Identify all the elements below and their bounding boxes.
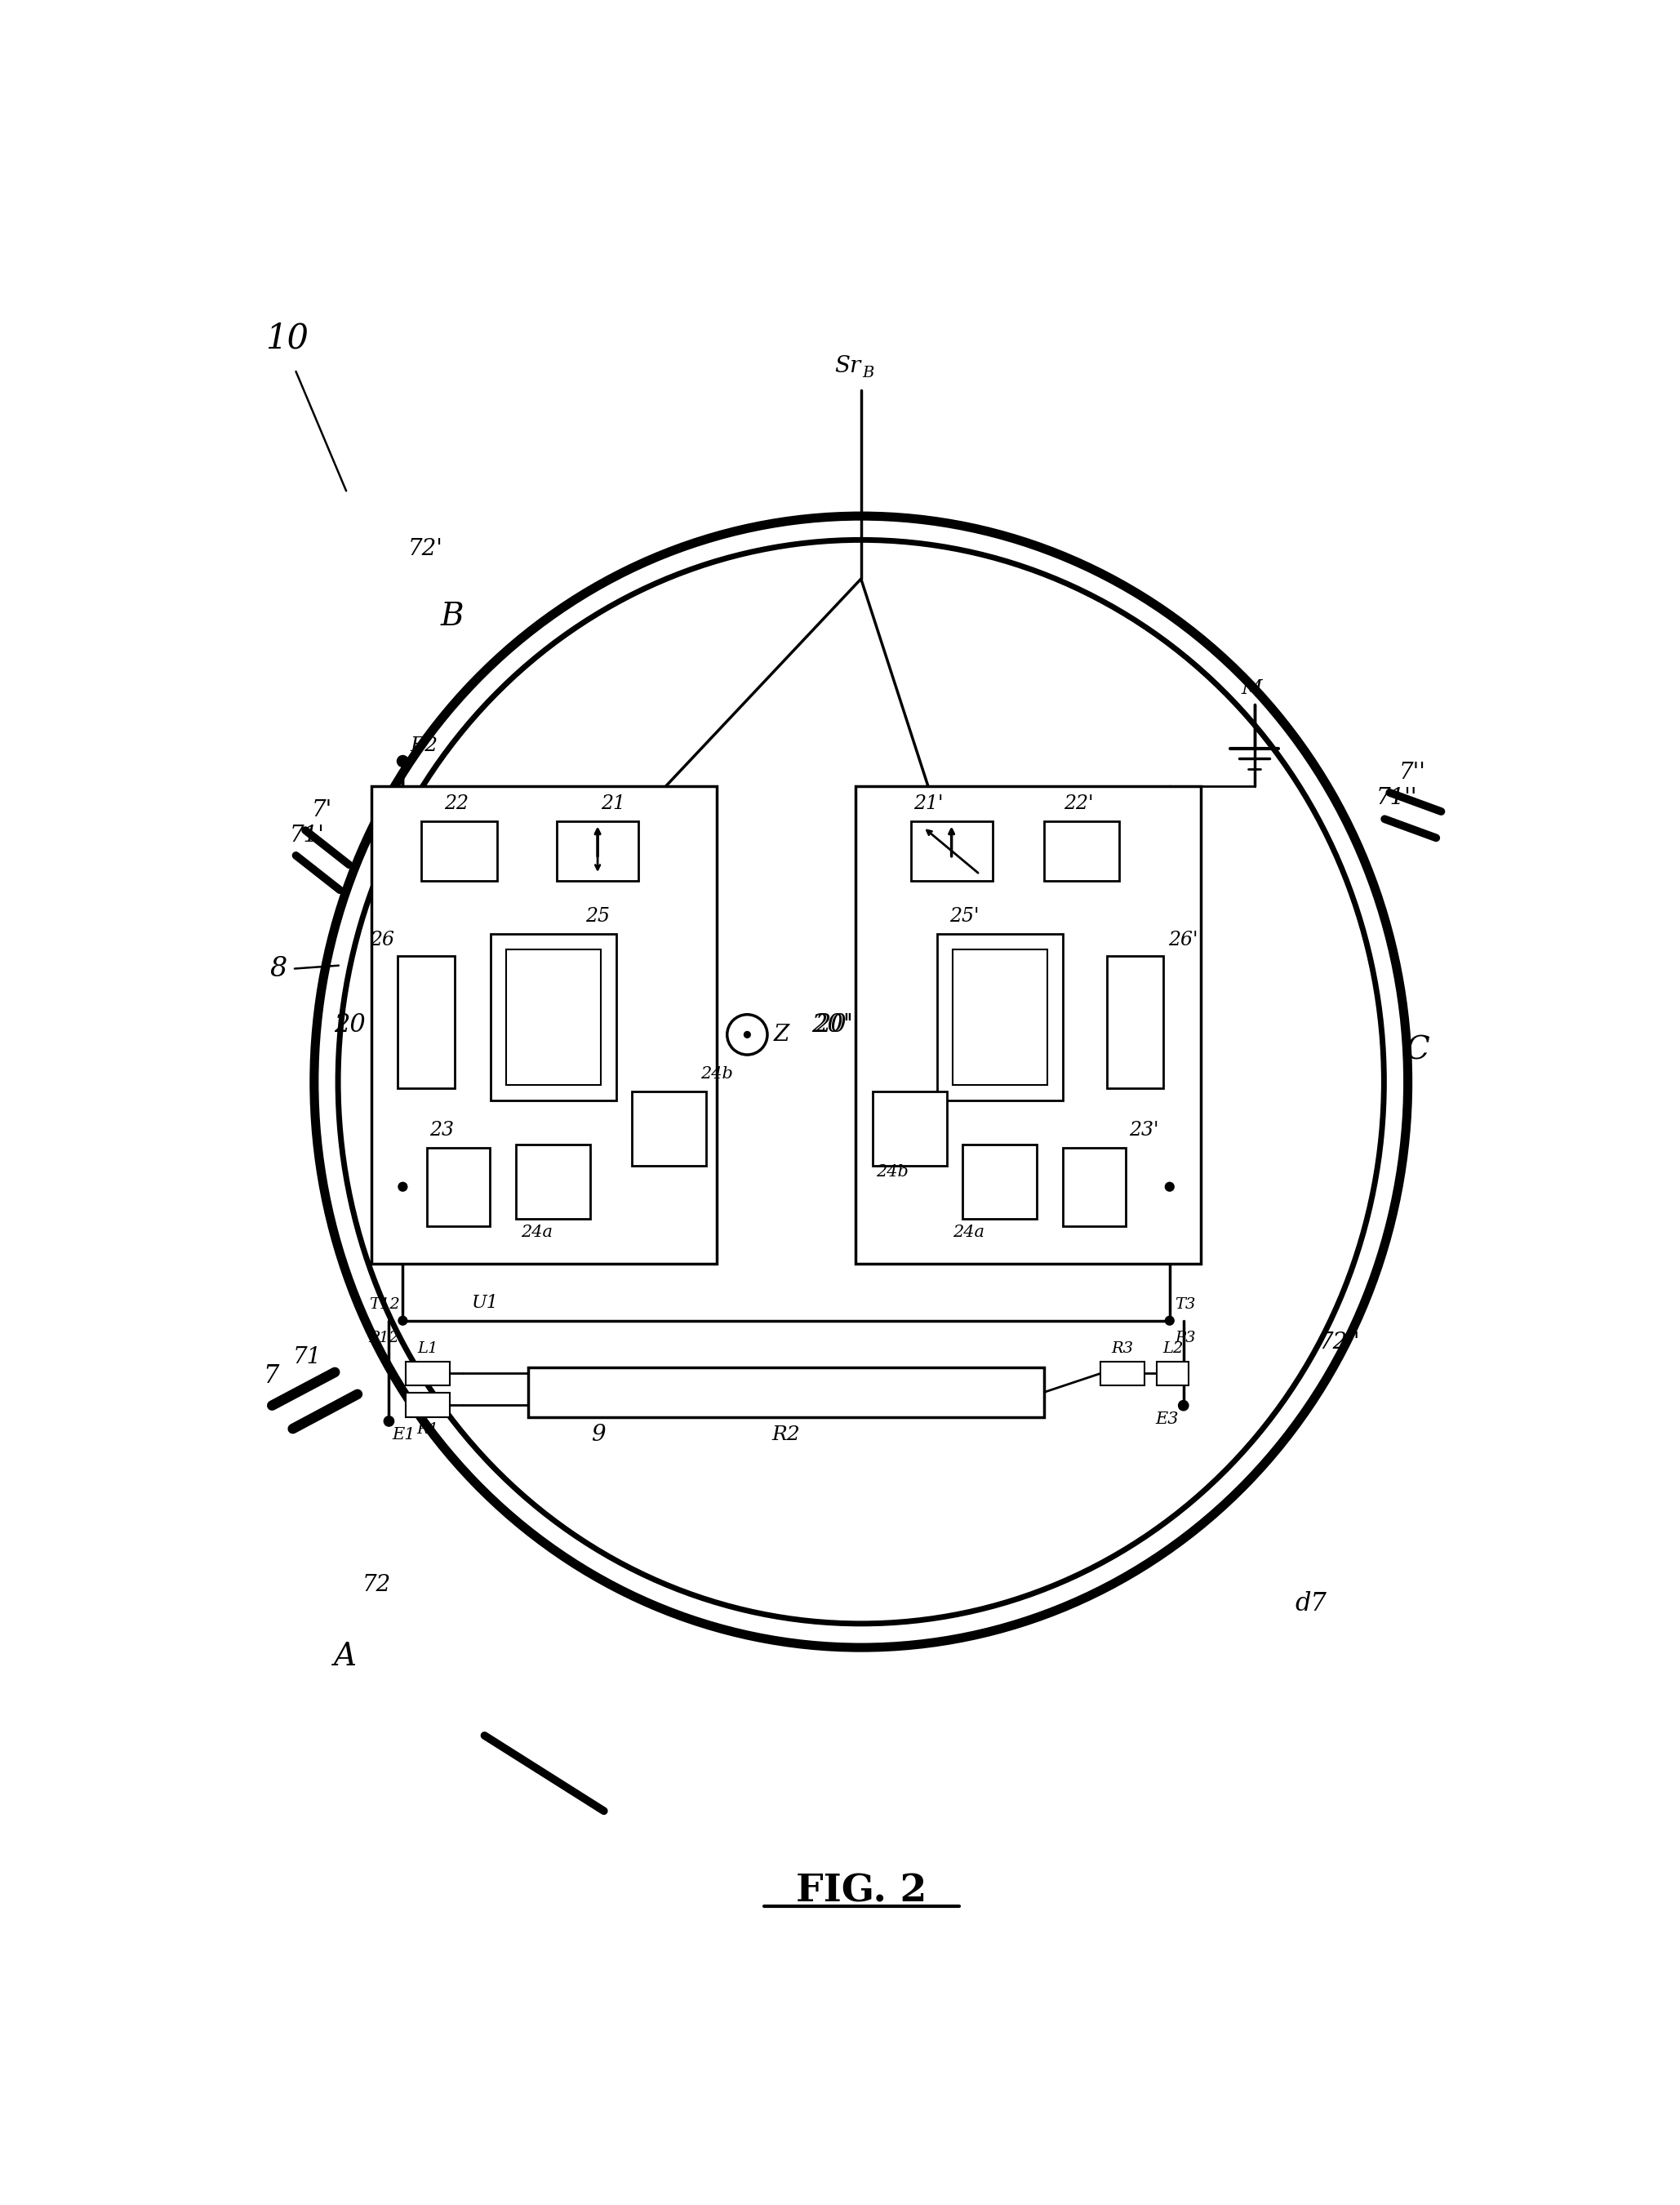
- Circle shape: [385, 1416, 395, 1427]
- Bar: [491, 935, 617, 1100]
- Text: 20': 20': [815, 1012, 853, 1039]
- Bar: [632, 1091, 706, 1166]
- Text: 23: 23: [430, 1120, 454, 1140]
- Text: R2: R2: [773, 1424, 800, 1444]
- Text: R3: R3: [1112, 1341, 1134, 1356]
- Bar: [506, 950, 601, 1085]
- Bar: [963, 1144, 1037, 1219]
- Text: M: M: [1242, 679, 1262, 699]
- Bar: [953, 950, 1047, 1085]
- Text: T12: T12: [370, 1297, 400, 1312]
- Text: P3: P3: [1174, 1332, 1196, 1345]
- Bar: [1063, 1149, 1126, 1226]
- Text: 26': 26': [1168, 931, 1198, 950]
- Text: 25: 25: [586, 906, 610, 926]
- Text: 7': 7': [311, 798, 333, 820]
- Text: T3: T3: [1174, 1297, 1196, 1312]
- Text: A: A: [334, 1643, 356, 1671]
- Bar: [1043, 820, 1119, 880]
- Text: FIG. 2: FIG. 2: [796, 1872, 926, 1910]
- Text: 26: 26: [370, 931, 395, 950]
- Bar: [556, 820, 638, 880]
- Text: 24a: 24a: [953, 1226, 984, 1241]
- Text: U1: U1: [472, 1294, 499, 1312]
- Text: 9: 9: [591, 1424, 606, 1446]
- Text: 20': 20': [811, 1012, 850, 1039]
- Text: C: C: [1406, 1036, 1430, 1065]
- Text: B: B: [862, 366, 874, 379]
- Bar: [937, 935, 1063, 1100]
- Text: L1: L1: [418, 1341, 438, 1356]
- Bar: [407, 1360, 450, 1385]
- Circle shape: [1178, 1400, 1188, 1411]
- Bar: [855, 787, 1201, 1263]
- Bar: [911, 820, 993, 880]
- Text: R1: R1: [417, 1422, 438, 1438]
- Bar: [516, 1144, 590, 1219]
- Text: E2: E2: [410, 736, 438, 754]
- Bar: [422, 820, 497, 880]
- Text: 71': 71': [289, 825, 324, 847]
- Text: 72'': 72'': [1319, 1332, 1361, 1354]
- Circle shape: [727, 1014, 768, 1054]
- Circle shape: [1166, 1182, 1174, 1191]
- Circle shape: [744, 1032, 751, 1039]
- Text: 71: 71: [292, 1345, 321, 1367]
- Bar: [398, 957, 454, 1087]
- Circle shape: [398, 1316, 407, 1325]
- Text: Sr: Sr: [835, 355, 860, 377]
- Text: 72': 72': [408, 538, 444, 560]
- Bar: [1158, 1360, 1188, 1385]
- Text: E1: E1: [391, 1427, 415, 1442]
- Text: L2: L2: [1163, 1341, 1183, 1356]
- Text: 21: 21: [601, 794, 625, 814]
- Text: 10: 10: [265, 322, 309, 355]
- Text: 22': 22': [1063, 794, 1094, 814]
- Text: 72: 72: [361, 1574, 391, 1596]
- Text: 20: 20: [334, 1012, 365, 1039]
- Bar: [407, 1394, 450, 1418]
- Text: 8: 8: [269, 955, 287, 981]
- Text: 23': 23': [1129, 1120, 1159, 1140]
- Text: 7: 7: [264, 1363, 279, 1389]
- Text: 21': 21': [914, 794, 944, 814]
- Circle shape: [396, 756, 408, 767]
- Text: 25': 25': [949, 906, 979, 926]
- Text: 7'': 7'': [1399, 761, 1426, 783]
- Circle shape: [1166, 1316, 1174, 1325]
- Text: d7: d7: [1295, 1590, 1327, 1616]
- Text: P12: P12: [368, 1332, 400, 1345]
- Text: E3: E3: [1156, 1411, 1178, 1427]
- Circle shape: [398, 1182, 407, 1191]
- Bar: [874, 1091, 948, 1166]
- Text: 71'': 71'': [1376, 787, 1416, 809]
- Text: 24b: 24b: [875, 1164, 909, 1180]
- Text: 24b: 24b: [701, 1065, 732, 1080]
- Bar: [1107, 957, 1163, 1087]
- Bar: [371, 787, 717, 1263]
- Bar: [427, 1149, 489, 1226]
- Text: 22: 22: [444, 794, 469, 814]
- Text: 24a: 24a: [521, 1226, 553, 1241]
- Text: Z: Z: [773, 1023, 790, 1045]
- Text: B: B: [440, 602, 464, 631]
- Bar: [1100, 1360, 1144, 1385]
- Bar: [529, 1367, 1043, 1418]
